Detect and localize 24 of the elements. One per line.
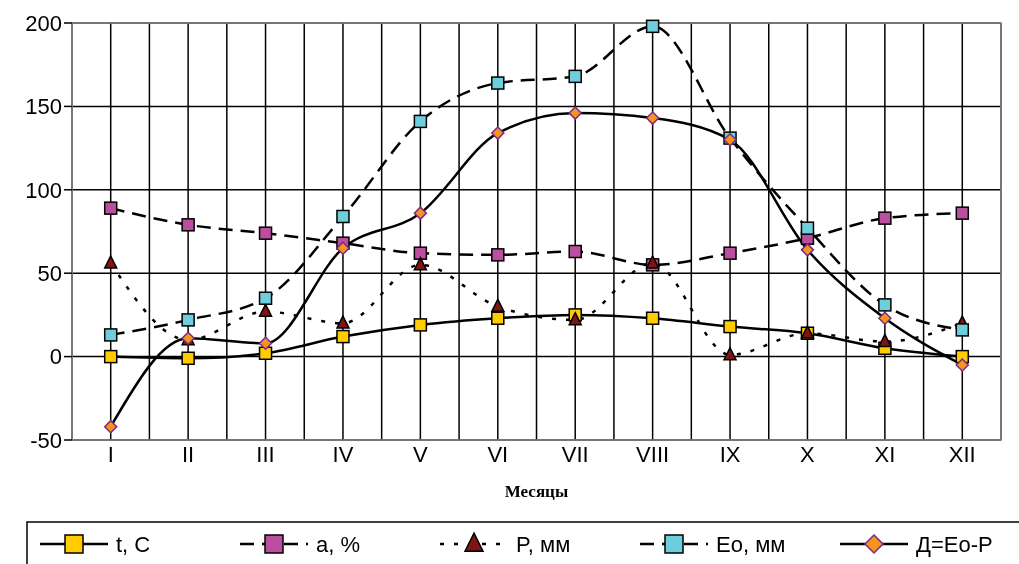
legend-label: Д=Eo-P (916, 531, 993, 557)
x-tick-label: II (182, 442, 195, 467)
x-tick-label: VIII (636, 442, 670, 467)
x-tick-label: I (107, 442, 114, 467)
x-axis-title: Месяцы (504, 482, 569, 501)
y-tick-label: -50 (30, 427, 62, 453)
legend-label: P, мм (516, 531, 571, 557)
x-tick-label: X (800, 442, 816, 467)
x-tick-label: VI (487, 442, 509, 467)
x-tick-label: III (256, 442, 275, 467)
x-tick-label: VII (561, 442, 589, 467)
y-tick-label: 0 (49, 344, 62, 370)
x-tick-label: XI (874, 442, 896, 467)
x-tick-label: IX (719, 442, 741, 467)
legend-label: t, C (116, 531, 151, 557)
y-tick-label: 50 (37, 260, 62, 286)
x-tick-label: V (413, 442, 429, 467)
legend-label: Eo, мм (716, 531, 786, 557)
x-tick-label: XII (948, 442, 976, 467)
y-tick-label: 150 (25, 94, 62, 120)
y-tick-label: 100 (25, 177, 62, 203)
y-tick-label: 200 (25, 10, 62, 36)
x-tick-label: IV (332, 442, 354, 467)
legend-label: a, % (316, 531, 361, 557)
